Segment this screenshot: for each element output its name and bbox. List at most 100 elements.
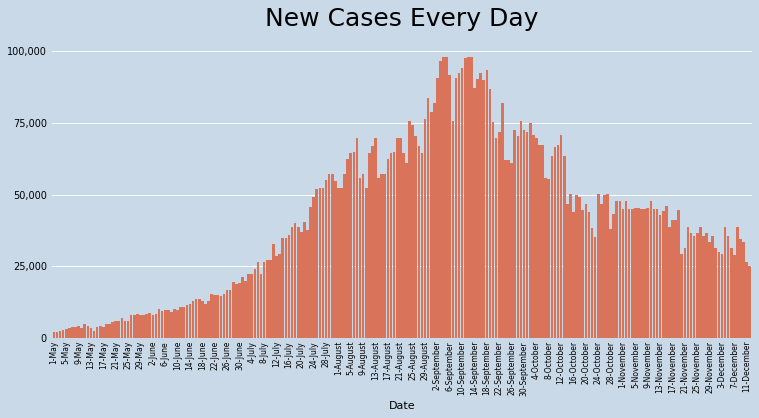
Bar [74, 327, 77, 338]
Bar [584, 204, 587, 338]
Bar [313, 197, 315, 338]
Bar [58, 331, 61, 338]
Bar [389, 153, 392, 338]
Bar [523, 130, 525, 338]
Bar [711, 236, 714, 338]
Bar [105, 324, 108, 338]
Bar [121, 318, 123, 338]
Bar [420, 153, 424, 338]
Bar [210, 294, 213, 338]
Bar [544, 178, 547, 338]
Bar [399, 138, 402, 338]
Bar [260, 274, 263, 338]
Bar [414, 136, 417, 338]
Bar [276, 256, 278, 338]
Bar [371, 145, 373, 338]
Bar [742, 242, 745, 338]
Bar [442, 57, 445, 338]
Bar [189, 304, 191, 338]
Bar [139, 315, 142, 338]
Bar [266, 260, 269, 338]
Bar [446, 57, 448, 338]
Bar [556, 145, 559, 338]
Bar [659, 214, 661, 338]
Bar [671, 219, 674, 338]
Bar [650, 201, 652, 338]
Bar [225, 290, 228, 338]
Bar [365, 188, 367, 338]
Bar [71, 327, 74, 338]
Bar [538, 145, 540, 338]
Bar [603, 195, 606, 338]
Bar [152, 315, 154, 338]
Bar [167, 309, 169, 338]
Bar [526, 132, 528, 338]
Bar [337, 188, 340, 338]
Bar [513, 130, 516, 338]
Bar [343, 174, 346, 338]
Bar [77, 326, 80, 338]
Bar [282, 238, 284, 338]
Bar [408, 121, 411, 338]
Bar [736, 227, 739, 338]
Bar [65, 329, 68, 338]
Bar [594, 237, 597, 338]
Bar [115, 321, 117, 338]
Bar [600, 204, 603, 338]
Bar [386, 159, 389, 338]
Bar [504, 160, 507, 338]
Bar [173, 309, 176, 338]
Bar [628, 209, 631, 338]
Bar [383, 174, 386, 338]
Bar [229, 290, 231, 338]
Bar [380, 174, 383, 338]
Bar [176, 309, 179, 338]
Bar [127, 321, 129, 338]
Bar [486, 71, 488, 338]
Bar [179, 307, 182, 338]
Bar [402, 153, 405, 338]
Bar [297, 227, 300, 338]
Bar [238, 283, 241, 338]
Bar [492, 122, 494, 338]
Bar [216, 295, 219, 338]
Bar [708, 242, 711, 338]
Bar [235, 283, 238, 338]
Bar [665, 206, 668, 338]
Bar [591, 228, 594, 338]
Bar [625, 201, 628, 338]
Bar [748, 265, 751, 338]
Bar [219, 296, 222, 338]
Bar [294, 223, 297, 338]
Bar [581, 210, 584, 338]
Bar [449, 75, 451, 338]
Bar [467, 57, 470, 338]
Bar [637, 208, 640, 338]
Bar [498, 132, 501, 338]
Bar [634, 209, 637, 338]
Bar [331, 174, 333, 338]
Bar [575, 195, 578, 338]
Bar [362, 174, 364, 338]
Bar [553, 147, 556, 338]
Bar [662, 211, 665, 338]
Bar [739, 239, 742, 338]
Bar [495, 138, 497, 338]
Bar [254, 269, 257, 338]
Bar [269, 260, 272, 338]
Bar [334, 181, 337, 338]
Bar [244, 281, 247, 338]
Bar [680, 255, 683, 338]
Bar [547, 179, 550, 338]
Bar [247, 274, 250, 338]
Bar [699, 227, 701, 338]
Bar [392, 152, 395, 338]
Bar [405, 163, 408, 338]
Bar [368, 153, 370, 338]
Bar [87, 326, 90, 338]
Bar [130, 315, 133, 338]
Bar [118, 321, 120, 338]
Bar [724, 227, 726, 338]
Bar [430, 112, 433, 338]
Bar [411, 125, 414, 338]
